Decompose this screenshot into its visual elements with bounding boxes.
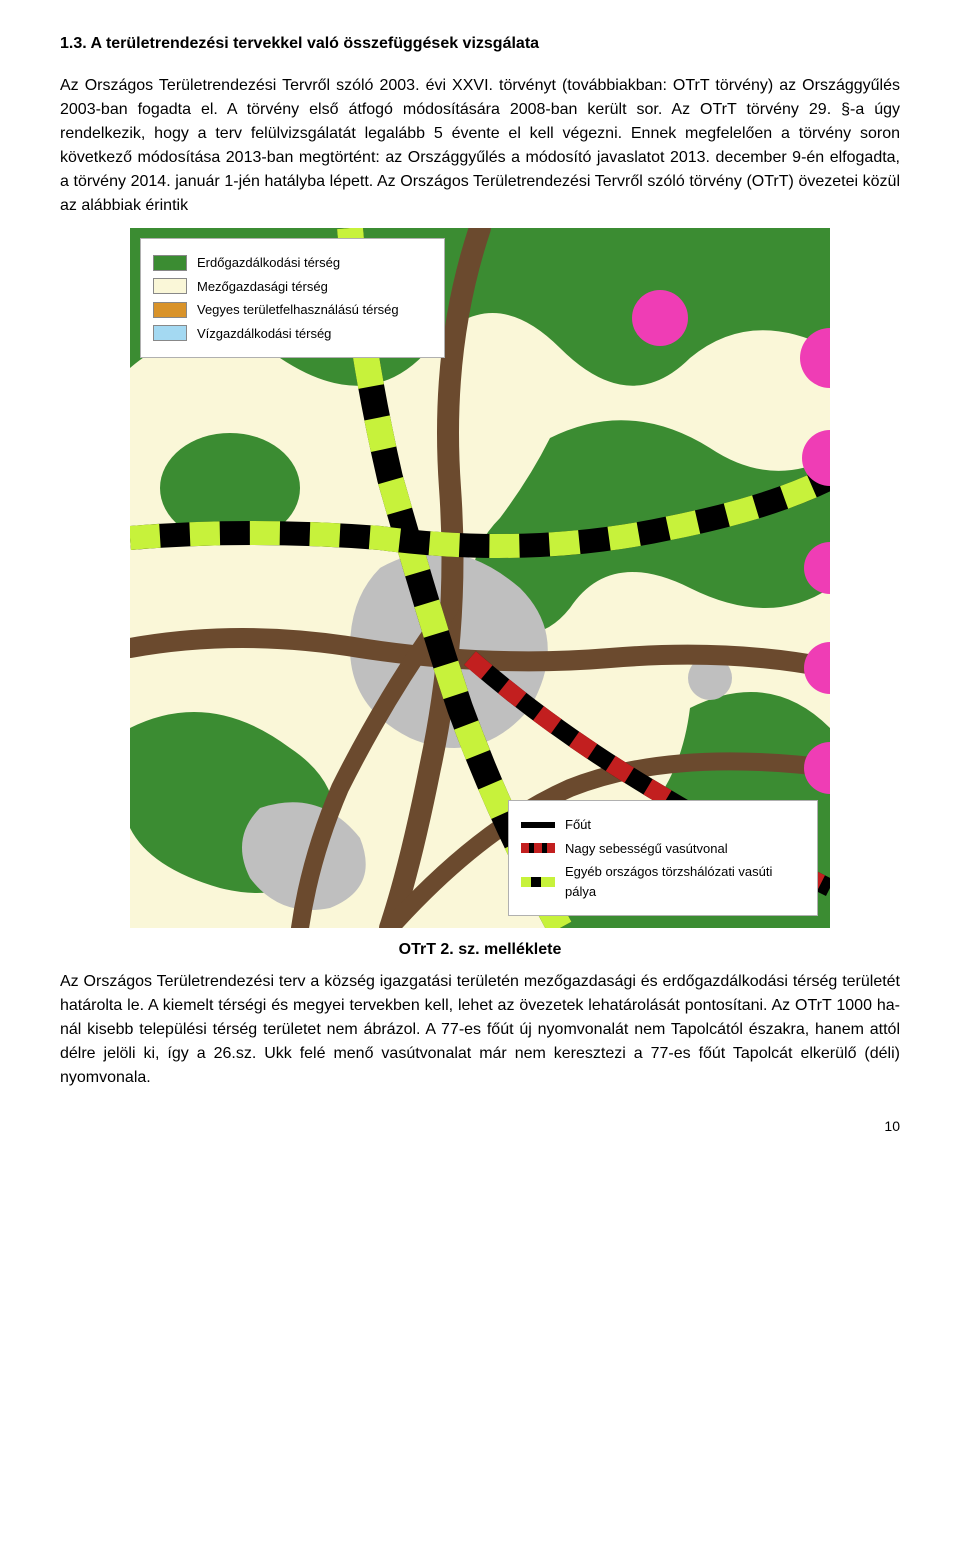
legend-label: Főút — [565, 815, 805, 835]
hs-rail-line-icon — [521, 840, 555, 856]
legend-row-water: Vízgazdálkodási térség — [153, 324, 432, 344]
legend-row-forest: Erdőgazdálkodási térség — [153, 253, 432, 273]
legend-label: Mezőgazdasági térség — [197, 277, 432, 297]
swatch-water — [153, 325, 187, 341]
legend-label: Erdőgazdálkodási térség — [197, 253, 432, 273]
legend-label: Vízgazdálkodási térség — [197, 324, 432, 344]
map-figure: Erdőgazdálkodási térség Mezőgazdasági té… — [130, 228, 830, 928]
legend-row-road: Főút — [521, 815, 805, 835]
legend-row-agri: Mezőgazdasági térség — [153, 277, 432, 297]
legend-label: Nagy sebességű vasútvonal — [565, 839, 805, 859]
other-rail-line-icon — [521, 874, 555, 890]
legend-transport: Főút Nagy sebességű vasútvonal Egyéb ors… — [508, 800, 818, 916]
page-number: 10 — [60, 1116, 900, 1137]
swatch-agri — [153, 278, 187, 294]
section-title: 1.3. A területrendezési tervekkel való ö… — [60, 32, 900, 56]
paragraph-1: Az Országos Területrendezési Tervről szó… — [60, 74, 900, 218]
swatch-mixed — [153, 302, 187, 318]
paragraph-2: Az Országos Területrendezési terv a közs… — [60, 970, 900, 1090]
legend-row-hs-rail: Nagy sebességű vasútvonal — [521, 839, 805, 859]
legend-row-mixed: Vegyes területfelhasználású térség — [153, 300, 432, 320]
legend-land-use: Erdőgazdálkodási térség Mezőgazdasági té… — [140, 238, 445, 358]
figure-caption: OTrT 2. sz. melléklete — [60, 938, 900, 962]
legend-label: Vegyes területfelhasználású térség — [197, 300, 432, 320]
road-line-icon — [521, 817, 555, 833]
legend-row-other-rail: Egyéb országos törzshálózati vasúti pály… — [521, 862, 805, 901]
swatch-forest — [153, 255, 187, 271]
legend-label: Egyéb országos törzshálózati vasúti pály… — [565, 862, 805, 901]
